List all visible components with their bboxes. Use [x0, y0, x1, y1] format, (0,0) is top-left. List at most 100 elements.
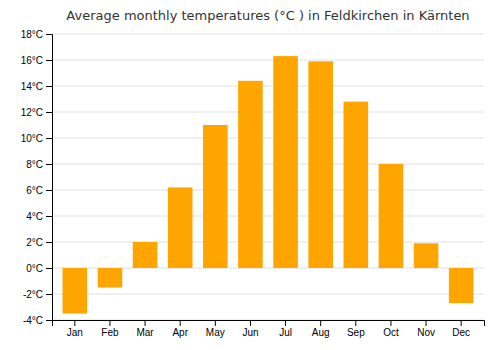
- bar: [168, 187, 193, 268]
- bar: [203, 125, 228, 268]
- y-tick: -4°C: [23, 315, 52, 326]
- x-tick: Mar: [136, 320, 154, 338]
- y-tick-label: 8°C: [26, 159, 43, 170]
- y-tick-mark: [46, 60, 52, 61]
- y-tick: 2°C: [26, 237, 52, 248]
- x-tick-mark: [355, 320, 356, 326]
- x-tick-label: Mar: [136, 327, 154, 338]
- y-axis: -4°C -2°C 0°C 2°C 4°C 6°C 8°C 10°C 12°C 14°C 16°C 1…: [21, 29, 53, 326]
- x-tick-label: Jul: [279, 327, 292, 338]
- grid-line: [52, 34, 484, 35]
- x-tick-label: May: [206, 327, 225, 338]
- y-tick: 6°C: [26, 185, 52, 196]
- y-tick-label: -2°C: [23, 289, 43, 300]
- y-tick: 10°C: [21, 133, 52, 144]
- grid-line: [52, 190, 484, 191]
- y-tick-label: 16°C: [21, 55, 43, 66]
- grid-line: [52, 216, 484, 217]
- x-tick: Jul: [279, 320, 292, 338]
- y-tick: 14°C: [21, 81, 52, 92]
- x-tick: Jun: [242, 320, 258, 338]
- bar: [133, 242, 158, 268]
- x-tick-mark: [74, 320, 75, 326]
- grid-line: [52, 164, 484, 165]
- y-tick-label: 2°C: [26, 237, 43, 248]
- chart: -4°C -2°C 0°C 2°C 4°C 6°C 8°C 10°C 12°C 14°C 16°C 1…: [0, 0, 500, 350]
- y-tick-label: -4°C: [23, 315, 43, 326]
- x-tick: Jan: [67, 320, 83, 338]
- grid-line: [52, 112, 484, 113]
- y-tick-mark: [46, 216, 52, 217]
- y-tick-mark: [46, 268, 52, 269]
- x-tick-mark: [320, 320, 321, 326]
- bar: [98, 268, 123, 288]
- bar: [273, 56, 298, 268]
- y-tick-label: 4°C: [26, 211, 43, 222]
- y-tick-mark: [46, 138, 52, 139]
- y-tick-mark: [46, 112, 52, 113]
- x-tick-label: Jan: [67, 327, 83, 338]
- bar: [63, 268, 88, 314]
- plot: -4°C -2°C 0°C 2°C 4°C 6°C 8°C 10°C 12°C 14°C 16°C 1…: [21, 29, 485, 338]
- x-tick-mark: [145, 320, 146, 326]
- y-tick: 12°C: [21, 107, 52, 118]
- y-tick-mark: [46, 294, 52, 295]
- grid-line: [52, 294, 484, 295]
- y-tick: 8°C: [26, 159, 52, 170]
- bar: [414, 243, 439, 268]
- x-tick-mark: [215, 320, 216, 326]
- y-tick-mark: [46, 34, 52, 35]
- bar: [449, 268, 474, 303]
- bar: [308, 61, 333, 268]
- grid-line: [52, 86, 484, 87]
- x-tick-label: Feb: [101, 327, 119, 338]
- bars: [63, 56, 474, 313]
- grid: [52, 34, 484, 320]
- x-tick-label: Dec: [452, 327, 470, 338]
- x-tick-mark: [250, 320, 251, 326]
- x-tick-label: Oct: [383, 327, 399, 338]
- bar: [379, 164, 404, 268]
- y-tick-mark: [46, 164, 52, 165]
- y-tick-label: 10°C: [21, 133, 43, 144]
- y-tick-label: 6°C: [26, 185, 43, 196]
- y-tick: 0°C: [26, 263, 52, 274]
- x-tick-mark: [285, 320, 286, 326]
- x-tick: Feb: [101, 320, 119, 338]
- bar: [238, 81, 263, 268]
- y-tick-mark: [46, 190, 52, 191]
- x-tick: Apr: [172, 320, 188, 338]
- y-tick: 4°C: [26, 211, 52, 222]
- x-tick: Sep: [347, 320, 365, 338]
- y-tick: 16°C: [21, 55, 52, 66]
- x-tick-mark: [109, 320, 110, 326]
- y-axis-line: [46, 35, 53, 321]
- x-tick-label: Aug: [312, 327, 330, 338]
- x-tick-label: Sep: [347, 327, 365, 338]
- x-axis: Jan Feb Mar Apr May Jun Jul Aug Sep Oct Nov Dec: [53, 320, 485, 338]
- y-tick-mark: [46, 86, 52, 87]
- y-tick-mark: [46, 242, 52, 243]
- y-tick-mark: [46, 320, 52, 321]
- x-tick-mark: [426, 320, 427, 326]
- grid-line: [52, 60, 484, 61]
- x-tick-label: Apr: [172, 327, 188, 338]
- x-axis-line: [53, 321, 485, 327]
- grid-line: [52, 138, 484, 139]
- y-tick: -2°C: [23, 289, 52, 300]
- y-tick-label: 18°C: [21, 29, 43, 40]
- x-tick: Dec: [452, 320, 470, 338]
- x-tick-mark: [390, 320, 391, 326]
- title: Average monthly temperatures (°C ) in Fe…: [66, 8, 469, 23]
- x-tick: Oct: [383, 320, 399, 338]
- grid-line: [52, 242, 484, 243]
- y-tick: 18°C: [21, 29, 52, 40]
- x-tick: Nov: [417, 320, 435, 338]
- x-tick-label: Jun: [242, 327, 258, 338]
- y-tick-label: 0°C: [26, 263, 43, 274]
- y-tick-label: 12°C: [21, 107, 43, 118]
- y-tick-label: 14°C: [21, 81, 43, 92]
- bar: [344, 102, 369, 268]
- x-tick: May: [206, 320, 225, 338]
- x-tick-mark: [180, 320, 181, 326]
